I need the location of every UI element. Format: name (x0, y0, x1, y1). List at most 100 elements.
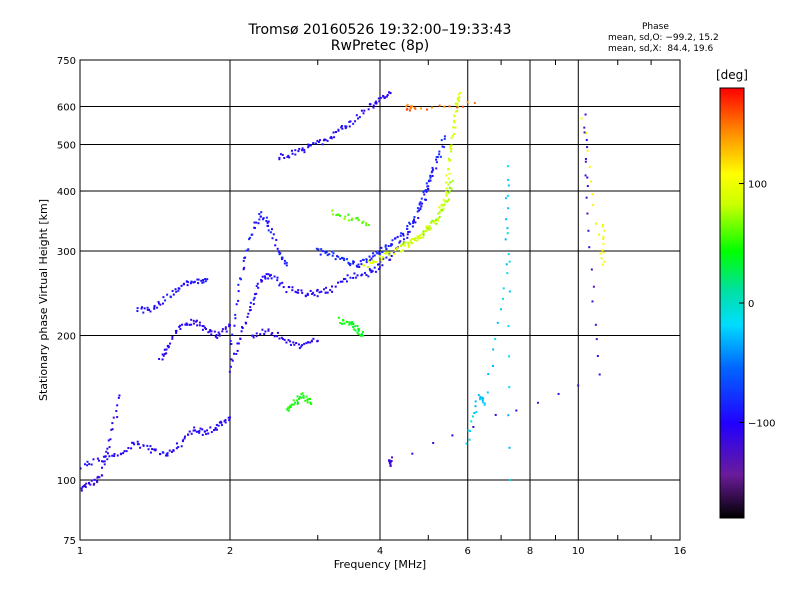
data-point (204, 326, 207, 329)
data-point (330, 137, 333, 140)
data-point (557, 392, 560, 395)
data-point (384, 244, 387, 247)
data-point (153, 448, 156, 451)
data-point (381, 264, 384, 267)
data-point (423, 193, 426, 196)
data-point (419, 207, 422, 210)
data-point (116, 404, 119, 407)
data-point (186, 433, 189, 436)
data-point (240, 330, 243, 333)
data-point (243, 266, 246, 269)
x-tick-label: 16 (674, 546, 687, 557)
data-point (162, 354, 165, 357)
data-point (258, 213, 261, 216)
data-point (324, 250, 327, 253)
data-point (473, 412, 476, 415)
data-point (389, 464, 392, 467)
data-point (378, 255, 381, 258)
data-point (340, 126, 343, 129)
data-points (79, 91, 606, 492)
data-point (229, 324, 231, 327)
data-point (339, 257, 342, 260)
data-point (585, 196, 588, 199)
data-point (508, 290, 511, 293)
data-point (318, 291, 321, 294)
data-point (252, 334, 255, 337)
data-point (140, 307, 143, 310)
grid-lines (80, 60, 680, 540)
data-point (183, 437, 186, 440)
data-point (342, 278, 345, 281)
data-point (157, 300, 160, 303)
data-point (301, 344, 304, 347)
data-point (373, 260, 376, 263)
data-point (111, 454, 114, 457)
data-point (357, 117, 360, 120)
data-point (241, 327, 244, 330)
data-point (337, 281, 340, 284)
data-point (385, 252, 388, 255)
data-point (276, 331, 279, 334)
data-point (290, 149, 293, 152)
data-point (184, 323, 187, 326)
data-point (237, 290, 240, 293)
data-point (328, 253, 331, 256)
data-point (501, 297, 504, 300)
data-point (368, 268, 371, 271)
data-point (98, 476, 101, 479)
data-point (166, 293, 169, 296)
data-point (357, 329, 360, 332)
data-point (439, 155, 442, 158)
data-point (280, 336, 283, 339)
data-point (377, 97, 380, 100)
data-point (146, 444, 149, 447)
data-point (192, 319, 195, 322)
data-point (594, 222, 597, 225)
data-point (358, 265, 361, 268)
data-point (291, 286, 294, 289)
data-point (491, 365, 494, 368)
data-point (450, 136, 453, 139)
data-point (110, 428, 113, 431)
data-point (97, 459, 100, 462)
data-point (453, 121, 456, 124)
data-point (319, 139, 322, 142)
data-point (414, 107, 417, 110)
data-point (298, 347, 301, 350)
x-tick-label: 1 (77, 546, 83, 557)
data-point (418, 203, 421, 206)
data-point (515, 409, 518, 412)
data-point (352, 122, 355, 125)
data-point (393, 252, 396, 255)
data-point (179, 324, 182, 327)
data-point (355, 264, 358, 267)
data-point (411, 225, 414, 228)
data-point (603, 229, 606, 232)
data-point (587, 229, 590, 232)
data-point (203, 430, 206, 433)
data-point (426, 108, 429, 111)
data-point (247, 248, 250, 251)
data-point (369, 269, 372, 272)
data-point (130, 447, 133, 450)
data-point (333, 136, 336, 139)
data-point (447, 167, 450, 170)
data-point (378, 100, 381, 103)
data-point (210, 330, 213, 333)
data-point (590, 268, 593, 271)
data-point (186, 323, 189, 326)
data-point (330, 136, 333, 139)
data-point (232, 352, 235, 355)
data-point (372, 255, 375, 258)
data-point (342, 257, 345, 260)
data-point (456, 103, 459, 106)
data-point (190, 323, 193, 326)
data-point (291, 152, 294, 155)
data-point (584, 132, 587, 135)
data-point (470, 420, 473, 423)
data-point (414, 221, 417, 224)
data-point (296, 395, 299, 398)
data-point (600, 257, 603, 260)
data-point (120, 453, 123, 456)
data-point (334, 131, 337, 134)
